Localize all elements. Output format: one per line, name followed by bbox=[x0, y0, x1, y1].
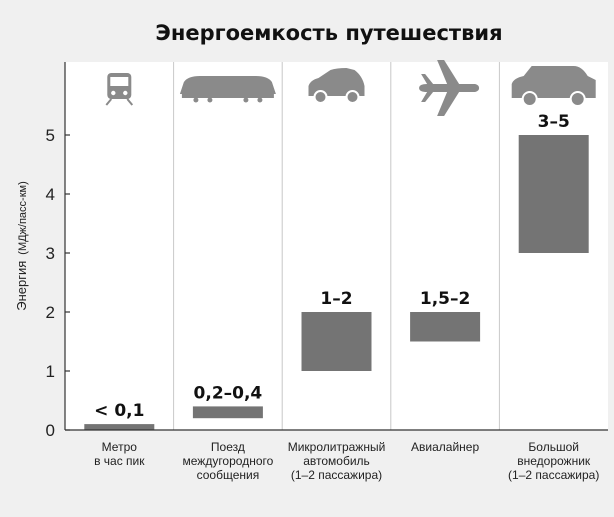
bar bbox=[518, 135, 589, 253]
category-labels: Метро в час пик Поезд междугородного сообщен… bbox=[94, 440, 599, 482]
data-label: 0,2–0,4 bbox=[194, 383, 263, 403]
category-label: Метро в час пик bbox=[94, 440, 145, 468]
suv-icon bbox=[511, 66, 596, 107]
data-labels: < 0,1 0,2–0,4 1–2 1,5–2 3–5 bbox=[94, 112, 570, 421]
grid bbox=[173, 62, 500, 430]
category-label: Поезд междугородного сообщения bbox=[183, 440, 274, 482]
data-label: 1–2 bbox=[320, 289, 352, 309]
chart-title: Энергоемкость путешествия bbox=[155, 21, 502, 45]
icons bbox=[105, 60, 596, 116]
category-label: Авиалайнер bbox=[411, 440, 479, 454]
data-label: 1,5–2 bbox=[420, 289, 470, 309]
compact-car-icon bbox=[308, 68, 365, 104]
y-tick-label: 1 bbox=[46, 362, 55, 381]
y-tick-label: 0 bbox=[46, 421, 55, 440]
y-tick-label: 3 bbox=[46, 244, 55, 263]
y-tick-label: 4 bbox=[46, 185, 55, 204]
intercity-train-icon bbox=[179, 76, 276, 103]
airplane-icon bbox=[419, 60, 480, 116]
bar bbox=[192, 406, 263, 419]
bar bbox=[410, 312, 481, 342]
metro-train-icon bbox=[105, 73, 134, 106]
y-axis: 0 1 2 3 4 5 bbox=[46, 62, 608, 440]
data-label: 3–5 bbox=[538, 112, 570, 132]
category-label: Большой внедорожник (1–2 пассажира) bbox=[508, 440, 599, 482]
bar bbox=[84, 424, 155, 430]
bars bbox=[84, 135, 589, 430]
category-label: Микролитражный автомобиль (1–2 пассажира) bbox=[288, 440, 386, 482]
y-axis-label: Энергия(МДж/пасс-км) bbox=[14, 181, 29, 311]
data-label: < 0,1 bbox=[94, 401, 144, 421]
bar bbox=[301, 312, 372, 371]
y-tick-label: 5 bbox=[46, 126, 55, 145]
y-tick-label: 2 bbox=[46, 303, 55, 322]
